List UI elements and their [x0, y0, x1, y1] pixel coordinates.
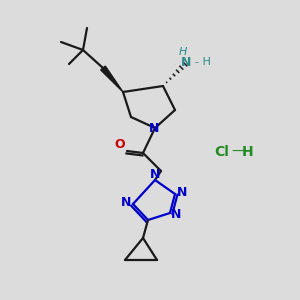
Text: - H: - H [195, 57, 211, 67]
Text: H: H [179, 47, 187, 57]
Text: N: N [181, 56, 191, 68]
Text: N: N [149, 122, 159, 136]
Text: N: N [177, 185, 187, 199]
Text: H: H [242, 145, 254, 159]
Text: N: N [150, 167, 160, 181]
Polygon shape [101, 66, 123, 92]
Text: O: O [115, 139, 125, 152]
Text: N: N [121, 196, 131, 208]
Text: Cl: Cl [214, 145, 230, 159]
Text: N: N [171, 208, 181, 221]
Text: —: — [231, 145, 245, 159]
